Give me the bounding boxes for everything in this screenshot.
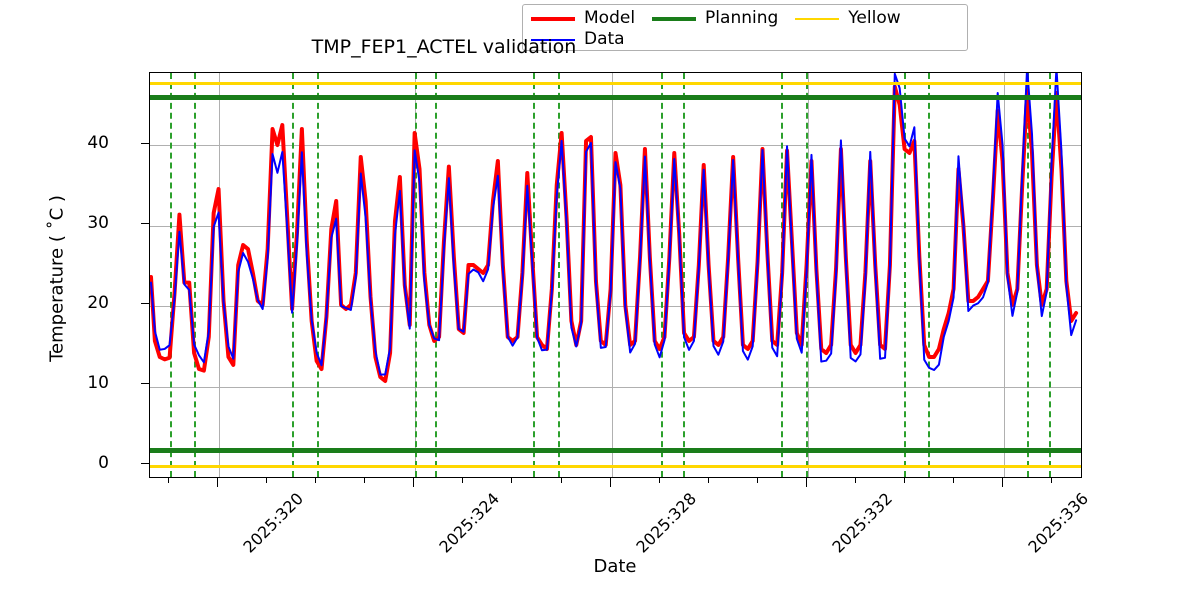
gridline-vertical (1004, 73, 1006, 477)
series-line-data (150, 73, 1078, 376)
legend-swatch-planning (652, 16, 697, 21)
x-minor-tick (757, 478, 759, 483)
y-tick-label-20: 20 (87, 293, 109, 313)
x-minor-tick (904, 478, 906, 483)
y-tick-mark-10 (141, 383, 149, 385)
y-axis-label: Temperature ( ˚C ) (46, 195, 68, 362)
x-tick-label-324: 2025:324 (435, 489, 504, 557)
legend-label-yellow: Yellow (848, 8, 901, 28)
legend-swatch-yellow (795, 17, 840, 20)
legend-label-planning: Planning (705, 8, 779, 28)
y-tick-mark-20 (141, 303, 149, 305)
y-tick-mark-30 (141, 223, 149, 225)
x-minor-tick (659, 478, 661, 483)
plot-inner (150, 73, 1081, 477)
event-marker-line (928, 73, 931, 477)
x-tick-mark-336 (1002, 478, 1004, 487)
event-marker-line (682, 73, 685, 477)
x-tick-mark-332 (806, 478, 808, 487)
threshold-line-yellow-upper (150, 82, 1081, 85)
legend-swatch-model (531, 16, 575, 21)
gridline-horizontal (150, 225, 1081, 227)
y-tick-label-0: 0 (98, 453, 109, 473)
legend-entry-yellow[interactable]: Yellow (795, 8, 901, 28)
event-marker-line (1026, 73, 1029, 477)
y-tick-mark-40 (141, 143, 149, 145)
y-tick-label-30: 30 (87, 213, 109, 233)
x-tick-label-336: 2025:336 (1024, 489, 1093, 557)
gridline-horizontal (150, 386, 1081, 388)
event-marker-line (434, 73, 437, 477)
threshold-line-yellow-lower (150, 465, 1081, 469)
chart-legend: Model Planning Yellow Data (522, 4, 968, 51)
x-minor-tick (364, 478, 366, 483)
legend-swatch-data (531, 38, 575, 41)
threshold-line-planning-lower (150, 448, 1081, 454)
x-minor-tick (708, 478, 710, 483)
legend-label-model: Model (584, 8, 636, 28)
event-marker-line (557, 73, 560, 477)
gridline-horizontal (150, 306, 1081, 308)
x-minor-tick (266, 478, 268, 483)
event-marker-line (317, 73, 319, 477)
gridline-horizontal (150, 145, 1081, 147)
event-marker-line (194, 73, 197, 477)
legend-entry-model[interactable]: Model (531, 10, 635, 27)
x-minor-tick (561, 478, 563, 483)
x-minor-tick (953, 478, 955, 483)
x-tick-mark-328 (610, 478, 612, 487)
event-marker-line (660, 73, 663, 477)
x-minor-tick (315, 478, 317, 483)
x-tick-label-320: 2025:320 (239, 489, 308, 557)
x-tick-label-328: 2025:328 (632, 489, 701, 557)
x-axis-label: Date (593, 556, 637, 577)
x-minor-tick (511, 478, 513, 483)
x-tick-mark-320 (217, 478, 219, 487)
y-tick-label-40: 40 (87, 133, 109, 153)
legend-entry-planning[interactable]: Planning (652, 10, 778, 27)
series-container (150, 73, 1079, 383)
plot-area (149, 72, 1082, 478)
event-marker-line (169, 73, 172, 477)
threshold-line-planning-upper (150, 95, 1081, 101)
event-marker-line (415, 73, 418, 477)
legend-row-1: Model Planning Yellow (531, 8, 961, 29)
event-marker-line (1048, 73, 1051, 477)
gridline-vertical (808, 73, 809, 477)
legend-row-2: Data (531, 29, 961, 50)
x-minor-tick (462, 478, 464, 483)
chart-title: TMP_FEP1_ACTEL validation (311, 36, 577, 58)
y-tick-label-10: 10 (87, 373, 109, 393)
gridline-vertical (218, 73, 220, 477)
x-minor-tick (168, 478, 170, 483)
x-tick-label-332: 2025:332 (828, 489, 897, 557)
x-tick-mark-324 (413, 478, 415, 487)
legend-label-data: Data (584, 29, 625, 49)
x-minor-tick (1051, 478, 1053, 483)
event-marker-line (903, 73, 906, 477)
x-minor-tick (855, 478, 857, 483)
legend-entry-data[interactable]: Data (531, 31, 625, 48)
y-tick-mark-0 (141, 463, 149, 465)
